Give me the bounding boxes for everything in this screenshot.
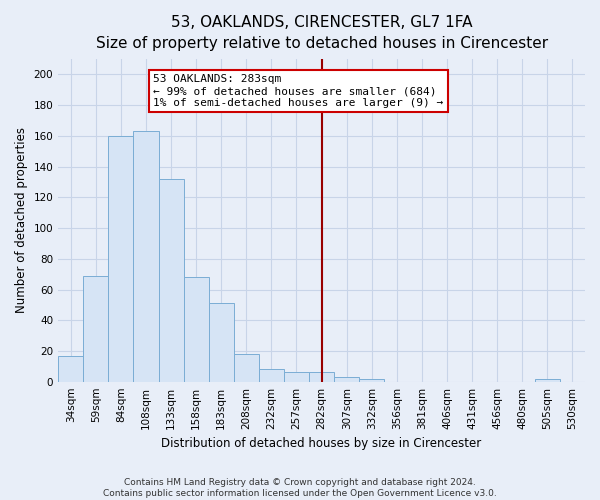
Bar	[334, 377, 359, 382]
Bar	[234, 354, 259, 382]
Bar	[359, 378, 385, 382]
Title: 53, OAKLANDS, CIRENCESTER, GL7 1FA
Size of property relative to detached houses : 53, OAKLANDS, CIRENCESTER, GL7 1FA Size …	[95, 15, 548, 51]
Y-axis label: Number of detached properties: Number of detached properties	[15, 128, 28, 314]
Bar	[158, 179, 184, 382]
Bar	[83, 276, 109, 382]
Bar	[58, 356, 83, 382]
Bar	[535, 378, 560, 382]
Bar	[259, 370, 284, 382]
Bar	[109, 136, 133, 382]
Text: 53 OAKLANDS: 283sqm
← 99% of detached houses are smaller (684)
1% of semi-detach: 53 OAKLANDS: 283sqm ← 99% of detached ho…	[154, 74, 444, 108]
Bar	[184, 277, 209, 382]
Bar	[309, 372, 334, 382]
Bar	[284, 372, 309, 382]
X-axis label: Distribution of detached houses by size in Cirencester: Distribution of detached houses by size …	[161, 437, 482, 450]
Bar	[133, 132, 158, 382]
Bar	[209, 304, 234, 382]
Text: Contains HM Land Registry data © Crown copyright and database right 2024.
Contai: Contains HM Land Registry data © Crown c…	[103, 478, 497, 498]
